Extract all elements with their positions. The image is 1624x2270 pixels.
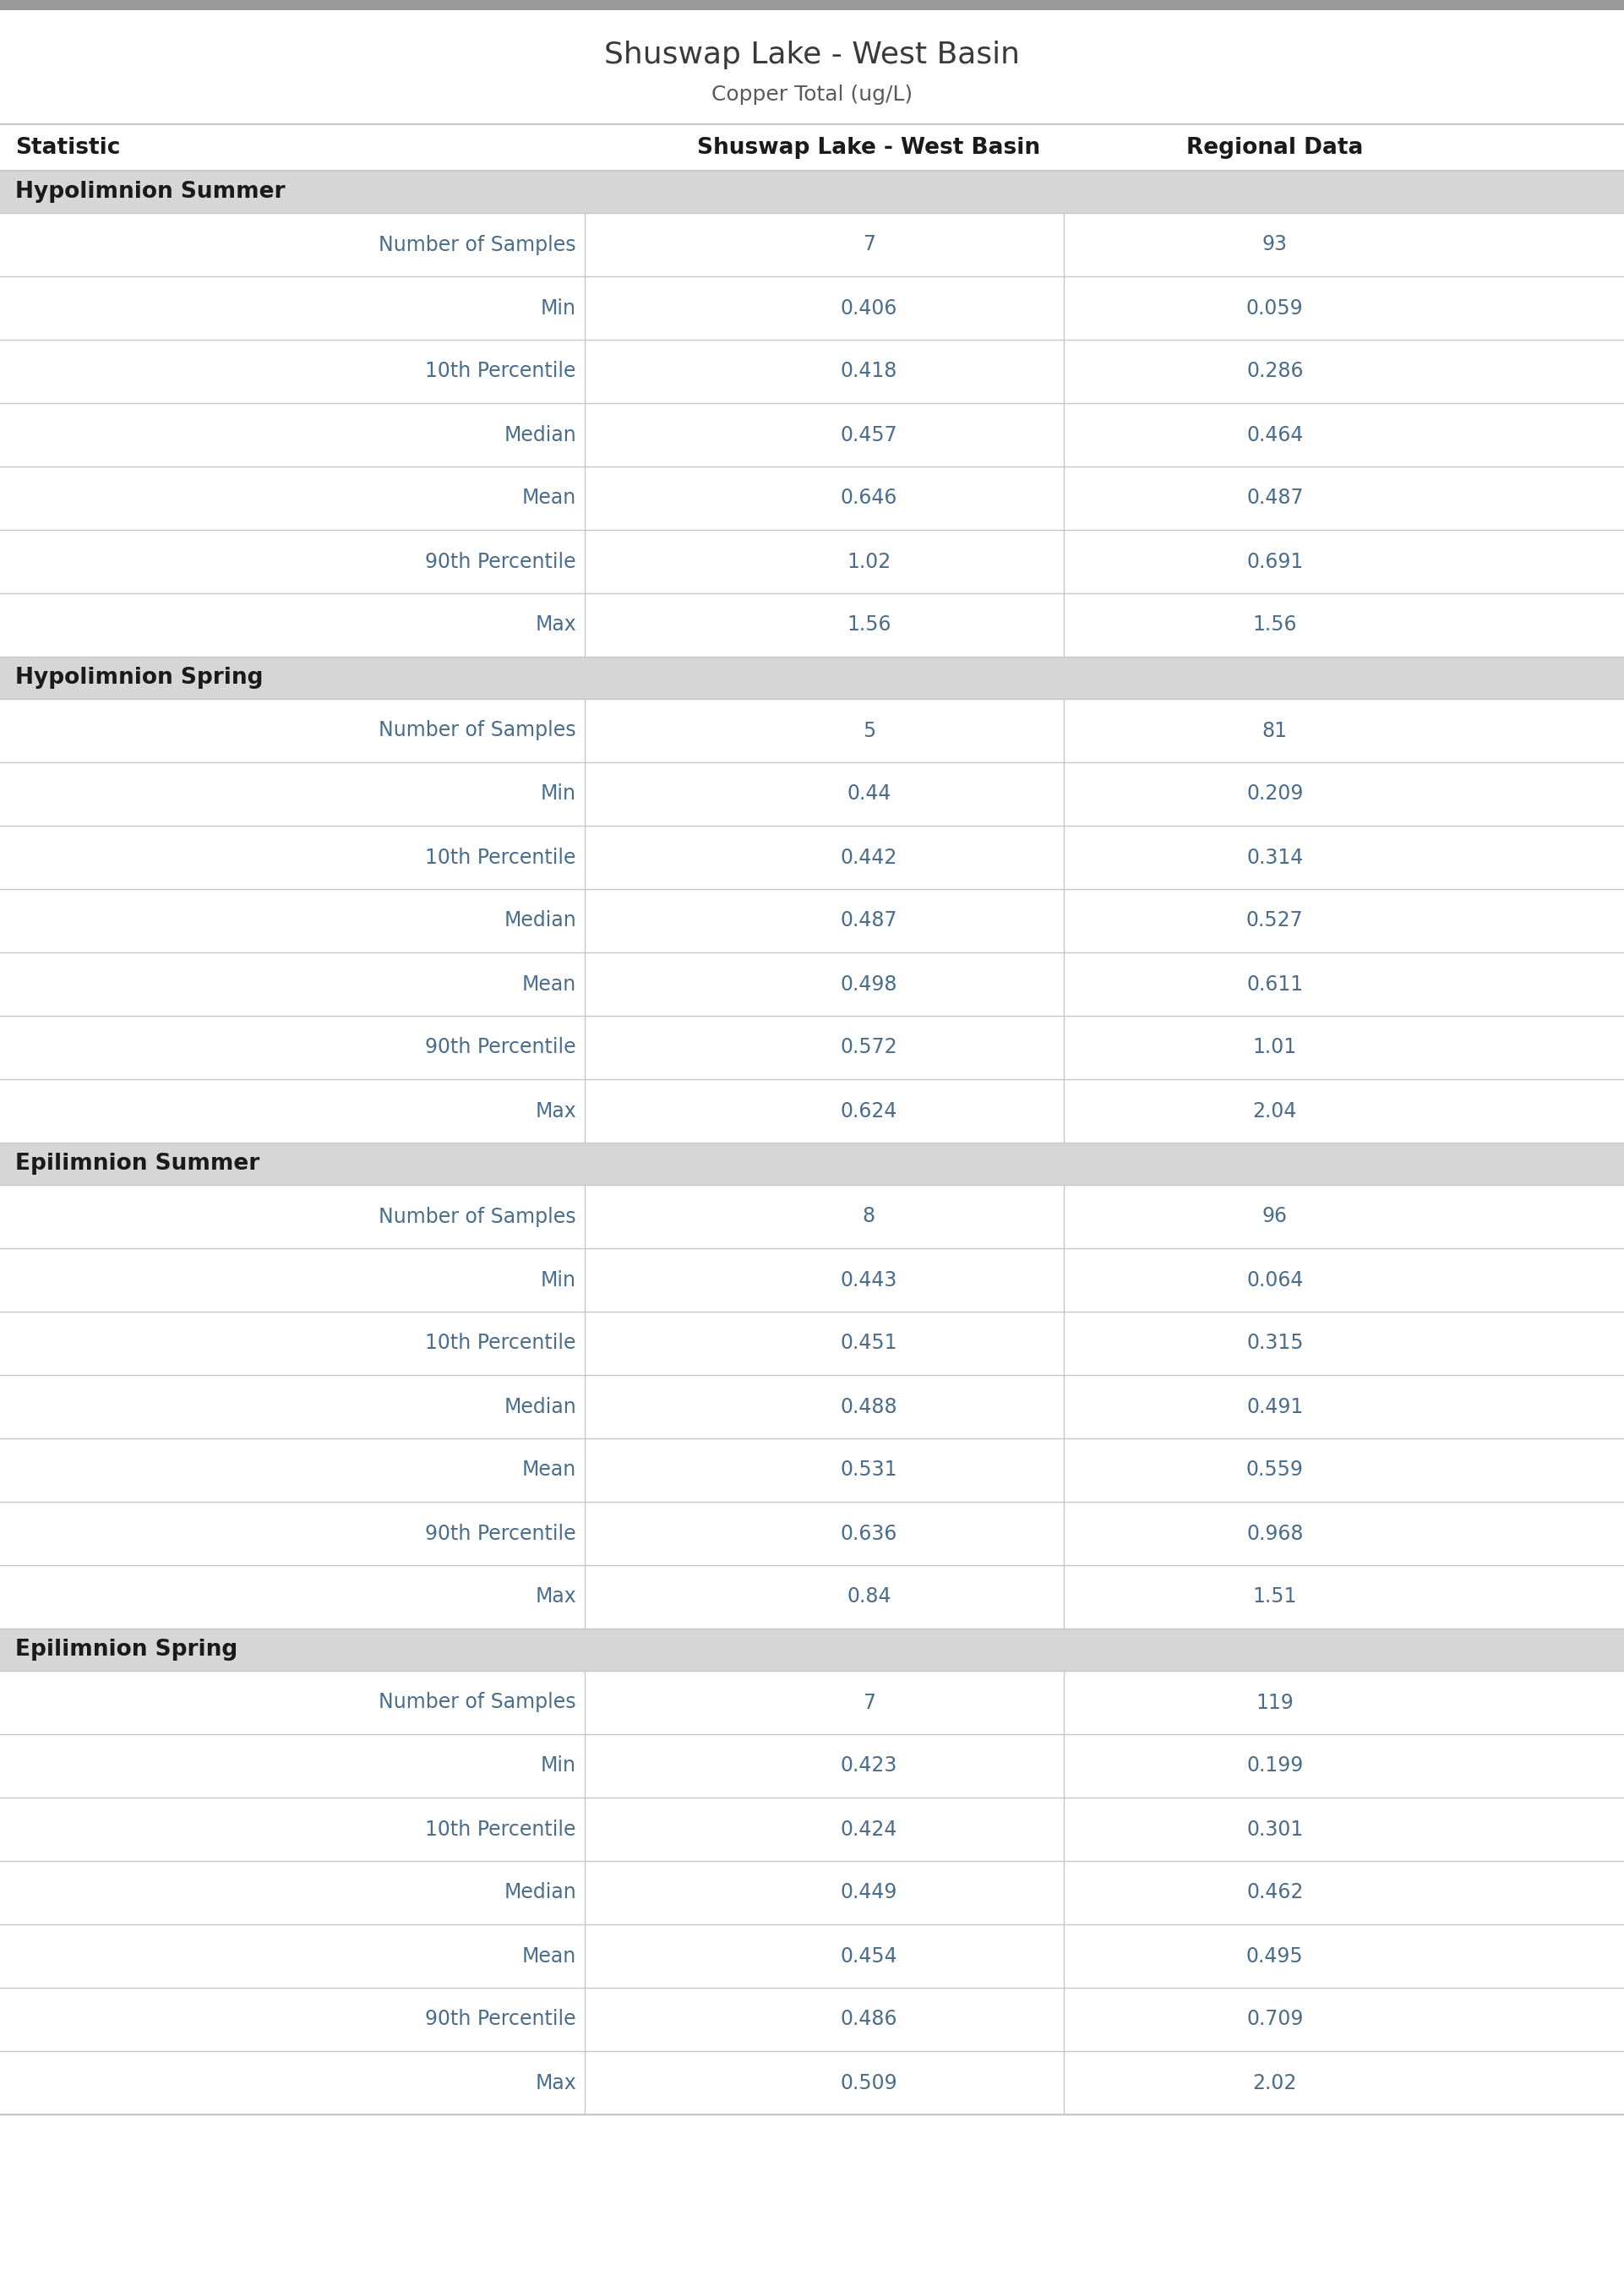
- Bar: [0, 170, 1624, 213]
- Text: Min: Min: [541, 1269, 577, 1289]
- Text: Number of Samples: Number of Samples: [378, 720, 577, 740]
- Text: 1.56: 1.56: [846, 615, 892, 636]
- Text: 0.451: 0.451: [840, 1332, 898, 1353]
- Text: 96: 96: [1262, 1205, 1288, 1226]
- Text: Copper Total (ug/L): Copper Total (ug/L): [711, 84, 913, 104]
- Text: 0.691: 0.691: [1247, 552, 1302, 572]
- Text: 1.01: 1.01: [1252, 1037, 1298, 1058]
- Text: 2.02: 2.02: [1252, 2073, 1298, 2093]
- Text: 0.454: 0.454: [840, 1945, 898, 1966]
- Bar: [0, 1142, 1624, 1185]
- Text: 0.611: 0.611: [1247, 974, 1302, 994]
- Text: 0.457: 0.457: [840, 424, 898, 445]
- Text: 0.572: 0.572: [840, 1037, 898, 1058]
- Text: 0.286: 0.286: [1246, 361, 1304, 381]
- Text: 90th Percentile: 90th Percentile: [425, 2009, 577, 2029]
- Text: 0.442: 0.442: [840, 847, 898, 867]
- Text: 90th Percentile: 90th Percentile: [425, 552, 577, 572]
- Text: 0.44: 0.44: [846, 783, 892, 804]
- Text: 0.486: 0.486: [840, 2009, 898, 2029]
- Text: 1.51: 1.51: [1252, 1587, 1298, 1607]
- Text: 0.509: 0.509: [840, 2073, 898, 2093]
- Text: 7: 7: [862, 1693, 875, 1712]
- Text: 1.02: 1.02: [846, 552, 892, 572]
- Text: 0.064: 0.064: [1246, 1269, 1304, 1289]
- Text: Median: Median: [503, 424, 577, 445]
- Text: 0.443: 0.443: [840, 1269, 898, 1289]
- Text: 0.209: 0.209: [1246, 783, 1304, 804]
- Text: 10th Percentile: 10th Percentile: [425, 1818, 577, 1839]
- Text: Max: Max: [534, 2073, 577, 2093]
- Text: Min: Min: [541, 297, 577, 318]
- Text: 0.424: 0.424: [840, 1818, 898, 1839]
- Text: Number of Samples: Number of Samples: [378, 234, 577, 254]
- Text: 90th Percentile: 90th Percentile: [425, 1037, 577, 1058]
- Text: 0.531: 0.531: [840, 1460, 898, 1480]
- Text: Statistic: Statistic: [15, 136, 120, 159]
- Text: Mean: Mean: [521, 1460, 577, 1480]
- Text: 0.301: 0.301: [1247, 1818, 1302, 1839]
- Text: Min: Min: [541, 1755, 577, 1775]
- Text: 0.423: 0.423: [840, 1755, 898, 1775]
- Text: 0.464: 0.464: [1246, 424, 1304, 445]
- Text: 0.059: 0.059: [1246, 297, 1304, 318]
- Text: 0.462: 0.462: [1246, 1882, 1304, 1902]
- Text: 0.406: 0.406: [840, 297, 898, 318]
- Text: Hypolimnion Spring: Hypolimnion Spring: [15, 667, 263, 688]
- Text: Shuswap Lake - West Basin: Shuswap Lake - West Basin: [604, 41, 1020, 68]
- Text: 0.709: 0.709: [1246, 2009, 1304, 2029]
- Text: Hypolimnion Summer: Hypolimnion Summer: [15, 182, 286, 202]
- Text: 7: 7: [862, 234, 875, 254]
- Text: Median: Median: [503, 910, 577, 931]
- Text: 0.498: 0.498: [840, 974, 898, 994]
- Text: 0.418: 0.418: [840, 361, 898, 381]
- Text: Mean: Mean: [521, 974, 577, 994]
- Text: 10th Percentile: 10th Percentile: [425, 847, 577, 867]
- Text: 0.636: 0.636: [840, 1523, 898, 1544]
- Text: 0.199: 0.199: [1247, 1755, 1302, 1775]
- Bar: [0, 656, 1624, 699]
- Text: 90th Percentile: 90th Percentile: [425, 1523, 577, 1544]
- Text: Median: Median: [503, 1882, 577, 1902]
- Text: 0.314: 0.314: [1247, 847, 1302, 867]
- Bar: [0, 0, 1624, 9]
- Text: 0.487: 0.487: [840, 910, 898, 931]
- Text: 0.449: 0.449: [840, 1882, 898, 1902]
- Text: Shuswap Lake - West Basin: Shuswap Lake - West Basin: [697, 136, 1041, 159]
- Text: 81: 81: [1262, 720, 1288, 740]
- Text: Number of Samples: Number of Samples: [378, 1205, 577, 1226]
- Text: 10th Percentile: 10th Percentile: [425, 1332, 577, 1353]
- Text: Median: Median: [503, 1396, 577, 1416]
- Text: Regional Data: Regional Data: [1187, 136, 1363, 159]
- Bar: [0, 1628, 1624, 1671]
- Text: 0.527: 0.527: [1246, 910, 1304, 931]
- Text: 0.968: 0.968: [1246, 1523, 1304, 1544]
- Text: Epilimnion Summer: Epilimnion Summer: [15, 1153, 260, 1174]
- Text: 0.487: 0.487: [1246, 488, 1304, 508]
- Text: Min: Min: [541, 783, 577, 804]
- Text: 0.315: 0.315: [1246, 1332, 1304, 1353]
- Text: Number of Samples: Number of Samples: [378, 1693, 577, 1712]
- Text: 1.56: 1.56: [1252, 615, 1298, 636]
- Text: Epilimnion Spring: Epilimnion Spring: [15, 1639, 237, 1662]
- Text: 5: 5: [862, 720, 875, 740]
- Text: Mean: Mean: [521, 1945, 577, 1966]
- Text: 0.495: 0.495: [1246, 1945, 1304, 1966]
- Text: 0.624: 0.624: [840, 1101, 898, 1121]
- Text: 0.491: 0.491: [1247, 1396, 1302, 1416]
- Text: Max: Max: [534, 1101, 577, 1121]
- Text: Max: Max: [534, 615, 577, 636]
- Text: 0.646: 0.646: [840, 488, 898, 508]
- Text: 10th Percentile: 10th Percentile: [425, 361, 577, 381]
- Text: Mean: Mean: [521, 488, 577, 508]
- Text: Max: Max: [534, 1587, 577, 1607]
- Text: 119: 119: [1255, 1693, 1294, 1712]
- Text: 0.488: 0.488: [840, 1396, 898, 1416]
- Text: 8: 8: [862, 1205, 875, 1226]
- Text: 2.04: 2.04: [1252, 1101, 1298, 1121]
- Text: 0.84: 0.84: [846, 1587, 892, 1607]
- Text: 93: 93: [1262, 234, 1288, 254]
- Text: 0.559: 0.559: [1246, 1460, 1304, 1480]
